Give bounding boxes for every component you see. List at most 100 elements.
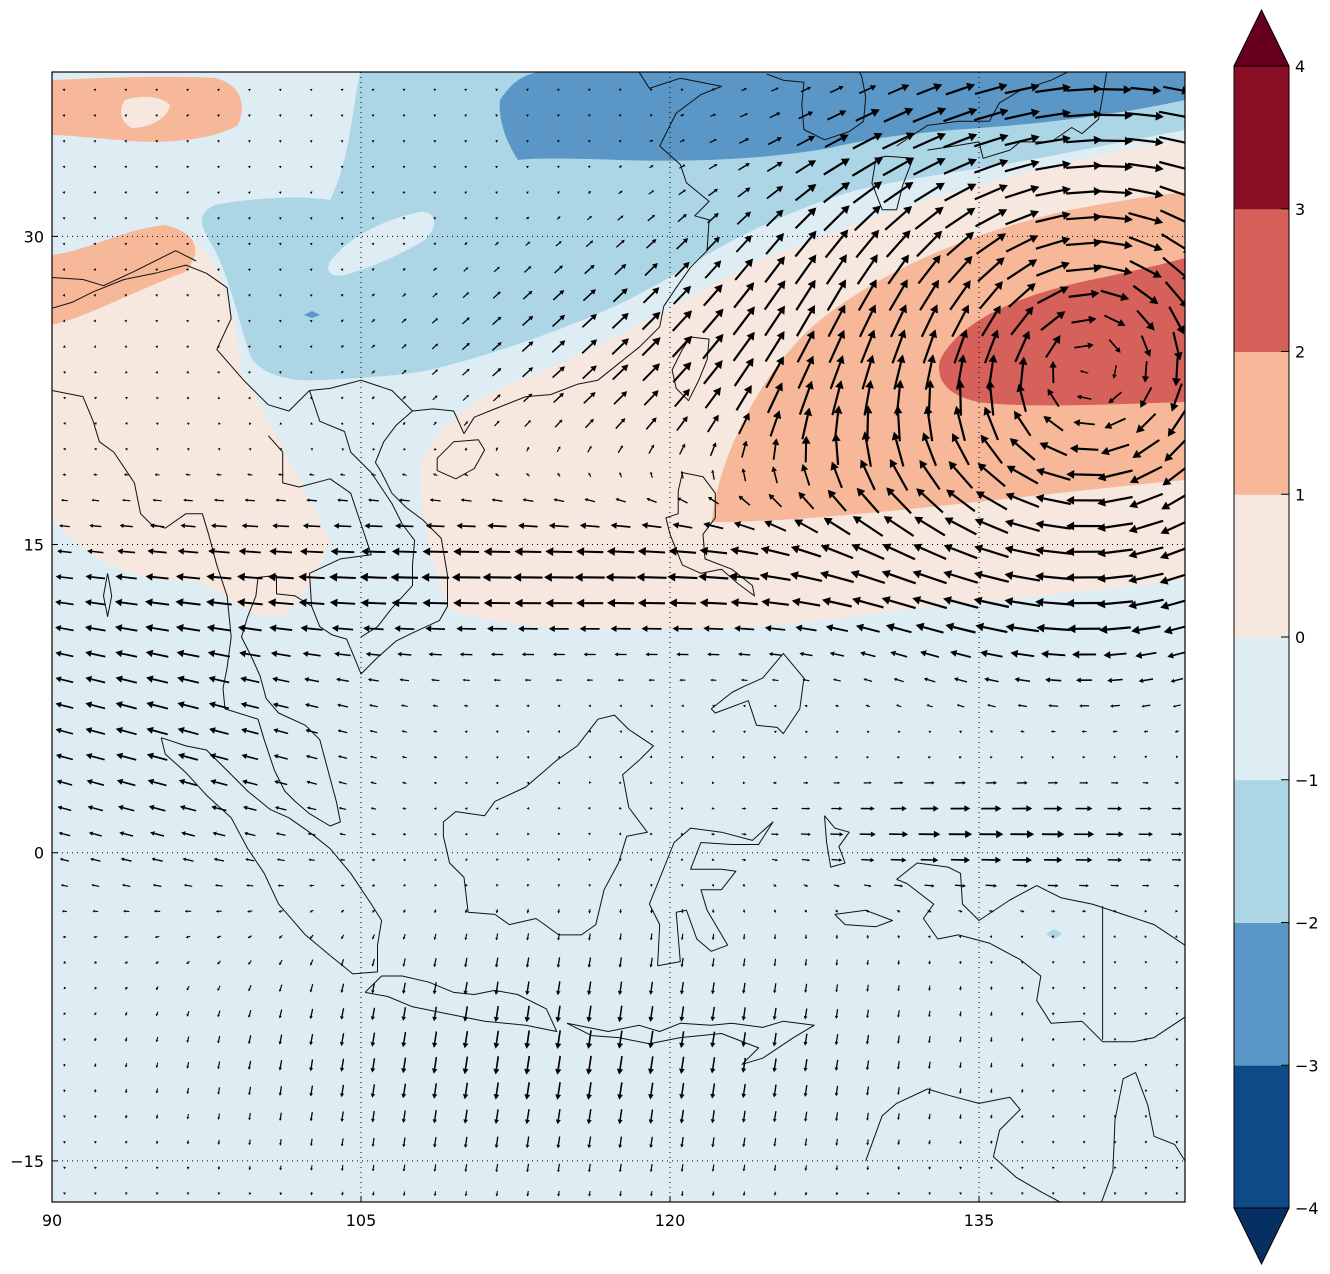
wind-vector-arrow [63,1166,66,1170]
wind-vector-arrow [990,1140,993,1144]
wind-vector-arrow [146,752,168,761]
wind-vector-arrow [1010,649,1035,658]
wind-vector-arrow [453,598,480,608]
wind-vector-arrow [954,884,966,888]
wind-vector-arrow [823,158,850,176]
wind-vector-arrow [86,779,105,786]
wind-vector-arrow [1052,1192,1055,1195]
wind-vector-arrow [773,909,777,913]
wind-vector-arrow [339,1033,345,1047]
wind-vector-arrow [526,884,530,887]
wind-vector-arrow [401,1110,406,1123]
wind-vector-arrow [672,361,692,383]
wind-vector-arrow [1051,935,1054,938]
wind-vector-arrow [85,650,106,658]
wind-vector-arrow [680,807,684,810]
wind-vector-arrow [1096,214,1133,224]
wind-vector-arrow [526,1163,530,1173]
wind-vector-arrow [587,140,591,143]
wind-vector-arrow [310,1165,313,1171]
wind-vector-arrow [1005,210,1039,226]
wind-vector-arrow [401,318,407,323]
wind-vector-arrow [216,473,222,476]
wind-vector-arrow [794,207,817,230]
wind-vector-arrow [650,884,653,887]
wind-vector-arrow [186,319,189,323]
coastline-himalaya-border [52,250,197,287]
wind-vector-arrow [55,625,74,632]
wind-vector-arrow [94,1166,97,1170]
wind-vector-arrow [463,1006,469,1022]
wind-vector-arrow [1021,986,1024,990]
wind-vector-arrow [213,857,225,862]
wind-vector-arrow [973,570,1010,583]
wind-vector-arrow [524,1055,531,1075]
wind-vector-arrow [464,114,468,117]
wind-vector-arrow [825,254,847,285]
wind-vector-arrow [588,730,591,733]
wind-vector-arrow [885,230,911,258]
wind-vector-arrow [1127,162,1164,173]
wind-vector-arrow [587,806,591,810]
wind-vector-arrow [614,263,627,276]
wind-vector-arrow [401,344,407,349]
wind-vector-arrow [708,496,719,505]
wind-vector-arrow [333,523,352,529]
wind-vector-arrow [617,678,624,682]
wind-vector-arrow [828,329,845,364]
wind-vector-arrow [888,279,908,312]
wind-vector-arrow [58,831,71,837]
wind-vector-arrow [866,1086,870,1096]
wind-vector-arrow [247,294,251,297]
wind-vector-arrow [824,229,849,259]
wind-vector-arrow [125,370,128,374]
wind-vector-arrow [1035,134,1071,145]
wind-vector-arrow [247,114,251,117]
wind-vector-arrow [798,380,814,415]
wind-vector-arrow [1066,598,1103,608]
wind-vector-arrow [800,86,811,93]
wind-vector-arrow [1016,781,1028,785]
wind-vector-arrow [1043,416,1064,432]
wind-vector-arrow [247,217,251,220]
wind-vector-arrow [944,183,977,202]
wind-vector-arrow [576,598,604,608]
wind-vector-arrow [340,191,344,194]
wind-vector-arrow [866,935,870,939]
wind-vector-arrow [62,165,66,169]
wind-vector-arrow [114,598,138,607]
wind-vector-arrow [401,1057,407,1074]
wind-vector-arrow [155,961,159,964]
wind-vector-arrow [973,108,1009,122]
wind-vector-arrow [835,1138,839,1146]
wind-vector-arrow [525,241,531,247]
wind-vector-arrow [278,114,282,117]
wind-vector-arrow [248,448,252,451]
wind-vector-arrow [553,392,564,404]
wind-vector-arrow [822,597,852,608]
wind-vector-arrow [402,88,406,92]
plot-frame [51,71,1186,1203]
wind-vector-arrow [309,1085,314,1097]
wind-vector-arrow [1175,1089,1179,1093]
wind-vector-arrow [557,884,561,887]
wind-vector-arrow [680,832,684,836]
wind-vector-arrow [272,702,289,709]
wind-vector-arrow [679,1006,685,1022]
wind-vector-arrow [123,935,129,939]
wind-vector-arrow [583,652,596,657]
wind-vector-arrow [145,573,169,581]
wind-vector-arrow [928,730,932,734]
wind-vector-arrow [1052,1115,1055,1119]
wind-vector-arrow [587,981,592,996]
wind-vector-arrow [737,187,751,198]
colorbar-extend-min-triangle [1233,1207,1290,1266]
wind-vector-arrow [860,651,876,658]
wind-vector-arrow [525,981,530,996]
wind-vector-arrow [495,832,499,835]
wind-vector-arrow [1082,755,1086,759]
wind-vector-arrow [1018,356,1028,388]
wind-vector-arrow [943,107,978,123]
wind-vector-arrow [180,523,196,529]
wind-vector-arrow [710,1057,716,1074]
